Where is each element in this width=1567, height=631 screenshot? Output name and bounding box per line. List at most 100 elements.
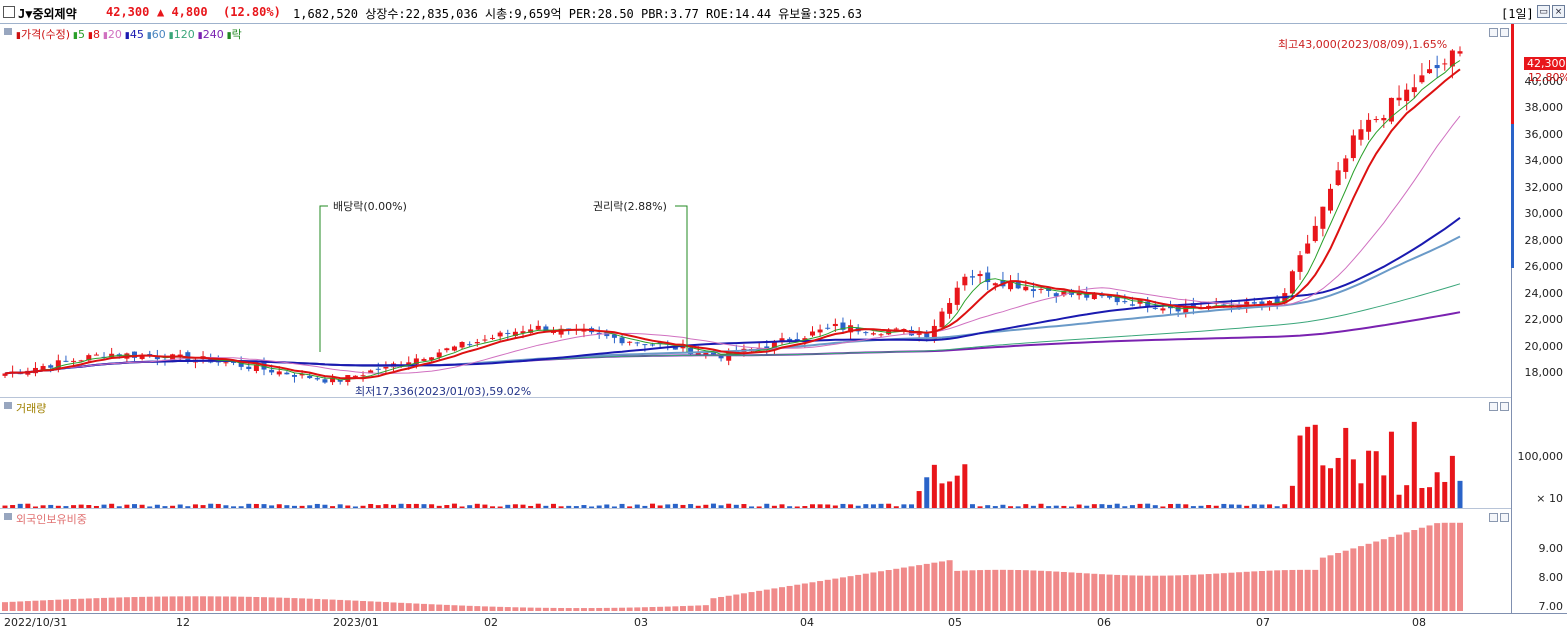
foreign-bar <box>268 597 275 611</box>
candle <box>1388 97 1394 122</box>
volume-bar <box>1198 505 1204 508</box>
foreign-bar <box>710 598 717 611</box>
minimize-pane-icon[interactable] <box>1489 28 1498 37</box>
foreign-bar <box>1106 574 1113 611</box>
date-tick: 05 <box>948 616 962 629</box>
price-tick: 24,000 <box>1524 286 1564 300</box>
candle <box>322 379 328 383</box>
legend-item[interactable]: ▮45 <box>124 28 144 41</box>
legend-item[interactable]: ▮240 <box>197 28 224 41</box>
candle <box>1427 69 1433 74</box>
volume-bar <box>550 503 556 508</box>
select-checkbox[interactable] <box>3 6 15 18</box>
volume-bar <box>756 506 762 508</box>
close-pane-icon[interactable] <box>1500 513 1509 522</box>
legend-item[interactable]: ▮락 <box>226 28 242 41</box>
foreign-bar <box>32 600 39 611</box>
candle <box>695 352 701 356</box>
volume-bar <box>1366 450 1372 508</box>
volume-bar <box>771 505 777 508</box>
pane-handle[interactable] <box>4 28 12 35</box>
volume-bar <box>459 506 465 508</box>
foreign-bar <box>352 600 359 611</box>
volume-bar <box>1137 503 1143 508</box>
volume-bar <box>718 505 724 508</box>
volume-bar <box>1107 504 1113 508</box>
stock-name[interactable]: J▼중외제약 <box>18 7 77 21</box>
foreign-bar <box>1060 571 1067 611</box>
foreign-bar <box>451 605 458 611</box>
period-button[interactable]: [1일] <box>1501 7 1534 21</box>
foreign-legend: 외국인보유비중 <box>16 513 87 526</box>
volume-bar <box>391 504 397 508</box>
close-pane-icon[interactable] <box>1500 402 1509 411</box>
volume-bar <box>1373 451 1379 508</box>
stock-stats: 1,682,520 상장수:22,835,036 시총:9,659억 PER:2… <box>293 7 862 21</box>
foreign-bar <box>969 570 976 611</box>
candle <box>467 344 473 346</box>
foreign-bar <box>558 607 565 611</box>
legend-item[interactable]: ▮20 <box>102 28 122 41</box>
foreign-bar <box>1350 548 1357 611</box>
candle <box>132 351 138 358</box>
foreign-bar <box>1319 557 1326 611</box>
volume-bar <box>611 506 617 508</box>
candle <box>1244 301 1250 307</box>
candle <box>1030 289 1036 292</box>
candle <box>718 354 724 359</box>
legend-item[interactable]: ▮5 <box>73 28 85 41</box>
volume-bar <box>947 481 953 508</box>
foreign-bar <box>47 600 54 611</box>
foreign-bar <box>1083 573 1090 611</box>
foreign-bar <box>1243 571 1250 611</box>
foreign-bar <box>321 599 328 611</box>
pane-handle[interactable] <box>4 402 12 409</box>
volume-bar <box>93 505 99 508</box>
foreign-bar <box>687 605 694 611</box>
volume-bar <box>1457 480 1463 508</box>
legend-item[interactable]: ▮120 <box>168 28 195 41</box>
volume-bar <box>512 504 518 508</box>
price-tick: 30,000 <box>1524 207 1564 221</box>
price-change-pct: (12.80%) <box>223 5 281 19</box>
foreign-bar <box>1121 575 1128 611</box>
candle <box>1320 206 1326 229</box>
close-pane-icon[interactable] <box>1500 28 1509 37</box>
candle <box>764 346 770 349</box>
date-tick: 04 <box>800 616 814 629</box>
restore-icon[interactable]: ▭ <box>1537 5 1550 18</box>
volume-bar <box>132 504 138 508</box>
ma5-line <box>4 60 1461 381</box>
foreign-bar <box>1312 569 1319 611</box>
legend-item[interactable]: ▮60 <box>146 28 166 41</box>
candle <box>170 354 176 362</box>
volume-bar <box>1327 468 1333 508</box>
volume-bar <box>1160 506 1166 508</box>
candle <box>832 323 838 327</box>
candle <box>924 333 930 338</box>
candle <box>1107 295 1113 298</box>
foreign-bar <box>375 601 382 611</box>
foreign-bar <box>1213 573 1220 611</box>
foreign-bar <box>9 601 16 611</box>
date-tick: 08 <box>1412 616 1426 629</box>
volume-bar <box>32 506 38 508</box>
volume-bar <box>444 505 450 508</box>
candle <box>505 332 511 334</box>
foreign-bar <box>855 574 862 611</box>
volume-bar <box>1190 506 1196 508</box>
legend-item[interactable]: ▮가격(수정) <box>16 28 71 41</box>
legend-item[interactable]: ▮8 <box>87 28 100 41</box>
volume-bar <box>307 505 313 508</box>
foreign-bar <box>596 607 603 611</box>
pane-handle[interactable] <box>4 513 12 520</box>
minimize-pane-icon[interactable] <box>1489 402 1498 411</box>
foreign-bar <box>200 596 207 611</box>
close-icon[interactable]: × <box>1552 5 1565 18</box>
candle <box>1251 302 1257 304</box>
foreign-bar <box>1258 570 1265 611</box>
candle <box>1114 294 1120 303</box>
foreign-bar <box>641 607 648 611</box>
minimize-pane-icon[interactable] <box>1489 513 1498 522</box>
